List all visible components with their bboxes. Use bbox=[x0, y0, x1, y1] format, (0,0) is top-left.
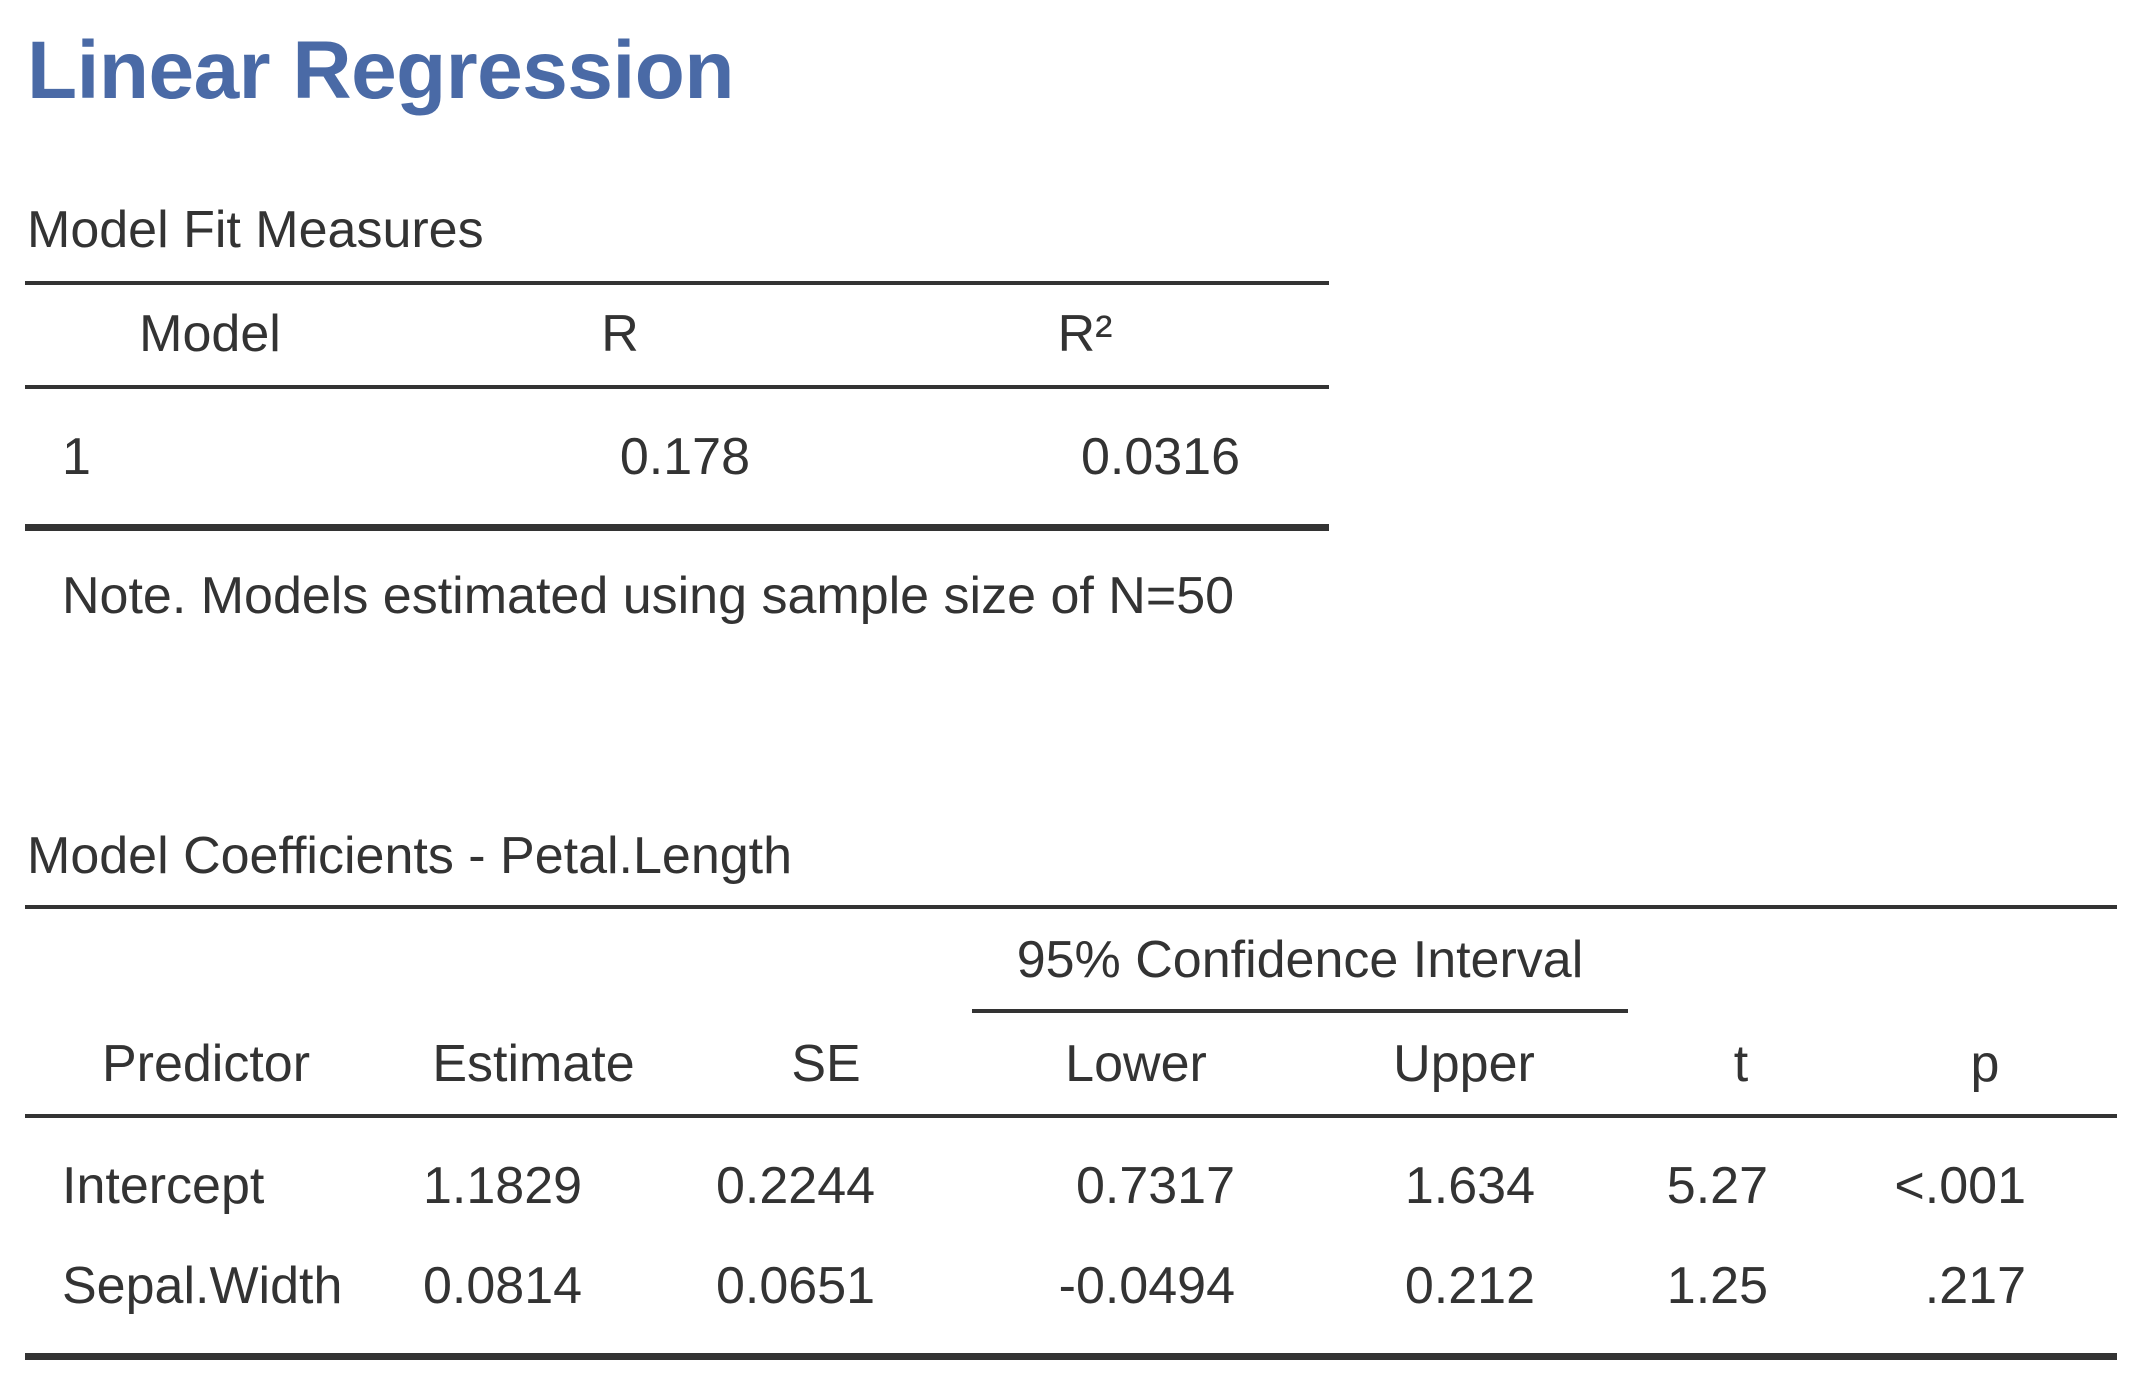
header-t: t bbox=[1733, 1035, 1749, 1093]
cell-predictor: Intercept bbox=[62, 1157, 265, 1215]
ci-header-rule bbox=[972, 1009, 1628, 1013]
header-upper: Upper bbox=[1393, 1035, 1535, 1093]
header-se: SE bbox=[791, 1035, 861, 1093]
cell-upper: 1.634 bbox=[1404, 1157, 1535, 1215]
cell-model: 1 bbox=[62, 428, 91, 486]
model-coefficients-title: Model Coefficients - Petal.Length bbox=[27, 827, 793, 885]
header-predictor: Predictor bbox=[101, 1035, 311, 1093]
cell-r2: 0.0316 bbox=[1080, 428, 1240, 486]
cell-lower: -0.0494 bbox=[1058, 1257, 1235, 1315]
cell-upper: 0.212 bbox=[1404, 1257, 1535, 1315]
cell-r: 0.178 bbox=[619, 428, 750, 486]
header-model: Model bbox=[139, 305, 281, 363]
table-note: Note. Models estimated using sample size… bbox=[62, 567, 1235, 625]
header-confidence-interval: 95% Confidence Interval bbox=[1016, 931, 1584, 989]
header-lower: Lower bbox=[1065, 1035, 1207, 1093]
cell-t: 5.27 bbox=[1666, 1157, 1768, 1215]
table-top-rule bbox=[25, 281, 1329, 285]
header-r: R bbox=[601, 305, 639, 363]
header-rule bbox=[25, 1114, 2117, 1118]
cell-predictor: Sepal.Width bbox=[62, 1257, 343, 1315]
cell-estimate: 1.1829 bbox=[423, 1157, 583, 1215]
cell-t: 1.25 bbox=[1666, 1257, 1768, 1315]
cell-se: 0.0651 bbox=[716, 1257, 876, 1315]
cell-estimate: 0.0814 bbox=[423, 1257, 583, 1315]
cell-lower: 0.7317 bbox=[1075, 1157, 1235, 1215]
header-p: p bbox=[1970, 1035, 2000, 1093]
cell-p: .217 bbox=[1924, 1257, 2026, 1315]
table-bottom-rule bbox=[25, 524, 1329, 531]
cell-se: 0.2244 bbox=[716, 1157, 876, 1215]
table-top-rule bbox=[25, 905, 2117, 909]
model-fit-title: Model Fit Measures bbox=[27, 201, 484, 259]
cell-p: <.001 bbox=[1894, 1157, 2026, 1215]
header-r2: R² bbox=[1057, 305, 1113, 363]
header-rule bbox=[25, 385, 1329, 389]
page-title: Linear Regression bbox=[27, 25, 734, 116]
header-estimate: Estimate bbox=[432, 1035, 635, 1093]
table-bottom-rule bbox=[25, 1353, 2117, 1360]
